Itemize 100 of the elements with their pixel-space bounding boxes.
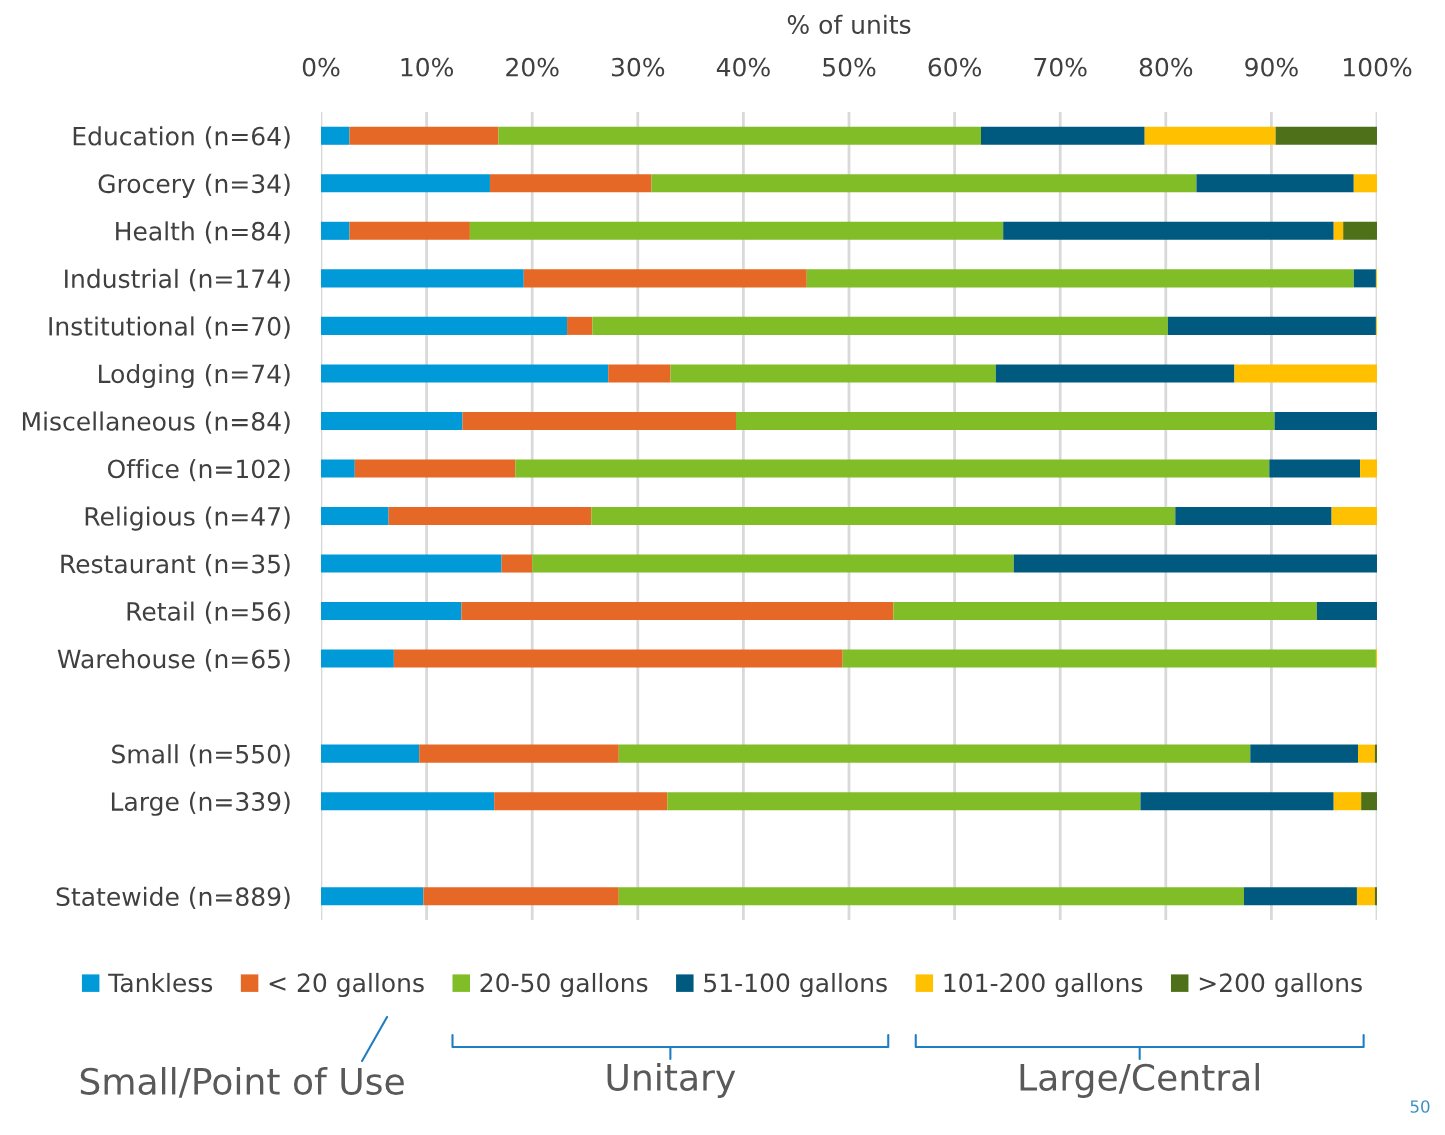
x-tick-label: 0% [302, 57, 340, 77]
y-tick-label: Office (n=102) [107, 458, 290, 482]
bar [321, 649, 394, 668]
bar [608, 364, 671, 383]
y-tick-label: Statewide (n=889) [56, 886, 290, 910]
bar [1333, 221, 1344, 240]
bar [321, 506, 389, 526]
y-tick-label: Industrial (n=174) [65, 268, 290, 292]
bar [1275, 126, 1377, 145]
bar [1144, 126, 1276, 145]
bar [523, 269, 807, 288]
bar [321, 221, 350, 240]
bar [1167, 316, 1376, 335]
bar [532, 554, 1014, 573]
y-tick-label: Small (n=550) [112, 744, 290, 767]
y-tick-label: Institutional (n=70) [49, 316, 290, 339]
x-tick-label: 70% [1034, 57, 1087, 77]
legend-label: 101-200 gallons [944, 972, 1143, 998]
x-axis-title: % of units [787, 14, 911, 34]
bar [667, 792, 1141, 811]
x-tick-label: 20% [506, 57, 559, 77]
bar [893, 602, 1317, 621]
bar [461, 602, 894, 621]
bar [1196, 174, 1354, 193]
bar [1333, 792, 1362, 811]
bar [354, 459, 516, 478]
y-tick-label: Lodging (n=74) [99, 363, 290, 389]
bar [651, 174, 1197, 193]
bar [806, 269, 1354, 288]
bar [321, 316, 568, 335]
bar [736, 411, 1275, 430]
bar [995, 364, 1235, 383]
bar [1013, 554, 1377, 573]
text: Small/Point of Use [80, 1067, 404, 1098]
x-tick-label: 60% [928, 57, 981, 77]
bar [1343, 221, 1377, 240]
bar [393, 649, 843, 668]
bar [321, 411, 463, 430]
bar [321, 744, 420, 763]
text: Large/Central [1020, 1063, 1259, 1098]
bar [321, 364, 609, 383]
x-tick-label: 30% [611, 57, 665, 77]
bar [1250, 744, 1358, 763]
bar [1316, 602, 1377, 621]
bar [1356, 887, 1375, 906]
y-tick-label: Large (n=339) [111, 791, 290, 816]
bar [321, 459, 355, 478]
bar [1353, 174, 1377, 193]
bar [618, 887, 1244, 906]
bar [321, 126, 350, 145]
bar [469, 221, 1004, 240]
text: Unitary [607, 1063, 736, 1098]
x-tick-label: 100% [1344, 57, 1412, 77]
y-tick-label: Religious (n=47) [85, 506, 290, 531]
bar [1357, 744, 1375, 763]
bar [321, 887, 424, 906]
x-tick-label: 40% [716, 57, 770, 77]
bar [1003, 221, 1334, 240]
y-tick-label: Retail (n=56) [127, 601, 290, 624]
bar [321, 269, 524, 288]
bar [321, 602, 462, 621]
bar [567, 316, 593, 335]
bar [515, 459, 1270, 478]
legend-label: Tankless [108, 972, 213, 993]
bar [1234, 364, 1377, 383]
bar [321, 174, 490, 193]
x-tick-label: 80% [1139, 57, 1193, 77]
text: 50 [1410, 1100, 1430, 1113]
bar [349, 221, 470, 240]
legend-label: < 20 gallons [269, 972, 424, 998]
bar [501, 554, 533, 573]
y-tick-label: Education (n=64) [73, 126, 290, 149]
bar [498, 126, 981, 145]
bar [591, 506, 1176, 526]
bar [419, 744, 619, 763]
bar [1269, 459, 1361, 478]
bar [1360, 459, 1377, 478]
bar [1374, 744, 1377, 763]
bar [592, 316, 1168, 335]
bar [321, 792, 495, 811]
legend-label: >200 gallons [1199, 972, 1362, 998]
bar [321, 554, 502, 573]
bar [489, 174, 652, 193]
legend-label: 20-50 gallons [480, 972, 648, 998]
bar [494, 792, 668, 811]
legend-label: 51-100 gallons [704, 972, 887, 998]
bar [1331, 506, 1377, 526]
bar [981, 126, 1145, 145]
x-tick-label: 10% [401, 57, 453, 77]
bar [462, 411, 737, 430]
y-tick-label: Grocery (n=34) [98, 173, 290, 198]
x-tick-label: 50% [823, 57, 876, 77]
x-tick-label: 90% [1245, 57, 1298, 77]
y-tick-label: Health (n=84) [116, 221, 290, 244]
bar [1353, 269, 1376, 288]
y-tick-label: Miscellaneous (n=84) [22, 411, 290, 434]
bar [670, 364, 996, 383]
bar [388, 506, 592, 526]
bar [1361, 792, 1377, 811]
bar [618, 744, 1251, 763]
